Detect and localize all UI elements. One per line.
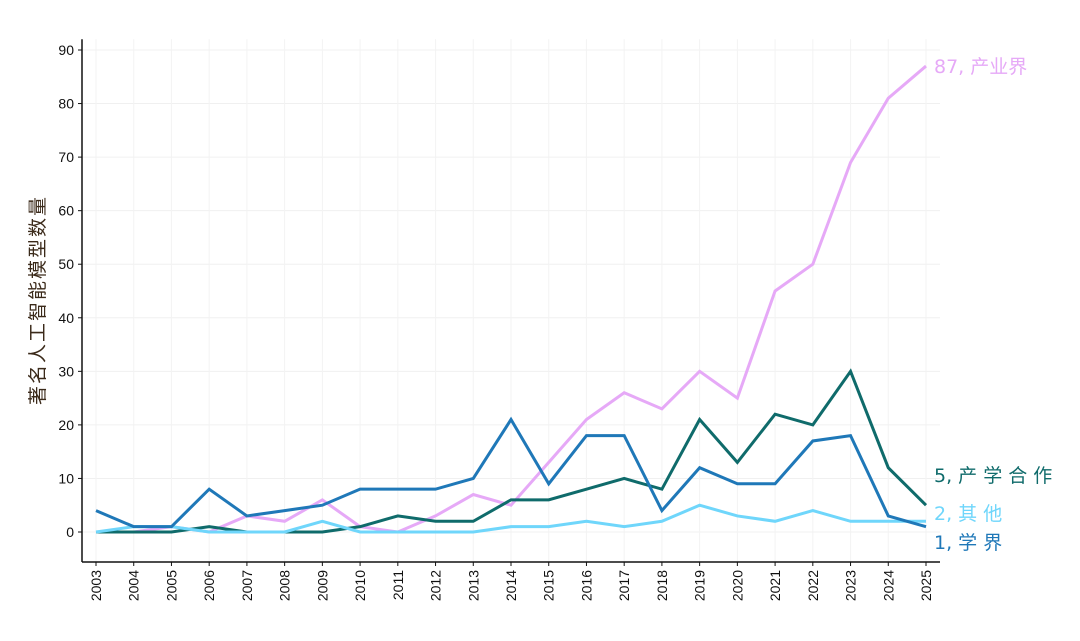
x-tick-label: 2011 [390,570,406,600]
x-tick-label: 2008 [277,570,293,601]
x-tick-label: 2025 [918,570,934,601]
x-tick-label: 2019 [692,570,708,601]
x-tick-label: 2017 [616,570,632,601]
y-axis-label: 著名人工智能模型数量 [27,195,49,405]
end-label-学界: 1, 学 界 [934,532,1002,554]
y-tick-label: 20 [58,417,74,433]
x-tick-label: 2005 [163,570,179,601]
x-tick-label: 2006 [201,570,217,601]
end-labels: 87, 产业界 5, 产 学 合 作 2, 其 他 1, 学 界 [934,56,1052,554]
x-tick-label: 2020 [729,570,745,601]
series-lines [95,64,928,534]
x-tick-label: 2023 [843,570,859,601]
y-tick-label: 50 [58,256,74,272]
y-tick-label: 80 [58,96,74,112]
series-line-产学合作 [96,368,928,534]
x-tick-label: 2009 [314,570,330,601]
y-tick-label: 70 [58,149,74,165]
x-tick-label: 2010 [352,570,368,601]
x-tick-label: 2022 [805,570,821,601]
y-tick-label: 90 [58,42,74,58]
series-line-产业界 [96,64,927,534]
x-tick-label: 2016 [578,570,594,601]
end-label-产学合作: 5, 产 学 合 作 [934,465,1052,487]
axes: 0 10 20 30 40 50 60 70 80 90 2003 2004 2005 2006 2007 2… [58,39,940,601]
grid [82,39,940,562]
x-tick-label: 2004 [126,570,142,601]
x-tick-label: 2012 [428,570,444,601]
y-tick-label: 30 [58,363,74,379]
x-tick-label: 2013 [465,570,481,601]
y-tick-label: 60 [58,203,74,219]
x-tick-label: 2007 [239,570,255,601]
x-tick-label: 2018 [654,570,670,601]
x-tick-label: 2021 [767,570,783,601]
end-label-其他: 2, 其 他 [934,503,1002,525]
x-tick-label: 2015 [541,570,557,601]
x-tick-label: 2014 [503,570,519,601]
y-tick-label: 40 [58,310,74,326]
end-label-产业界: 87, 产业界 [934,56,1027,78]
x-tick-label: 2003 [88,570,104,601]
y-tick-label: 0 [66,524,74,540]
y-tick-label: 10 [58,470,74,486]
x-tick-label: 2024 [880,570,896,601]
series-line-学界 [95,416,927,529]
series-line-其他 [95,503,926,534]
